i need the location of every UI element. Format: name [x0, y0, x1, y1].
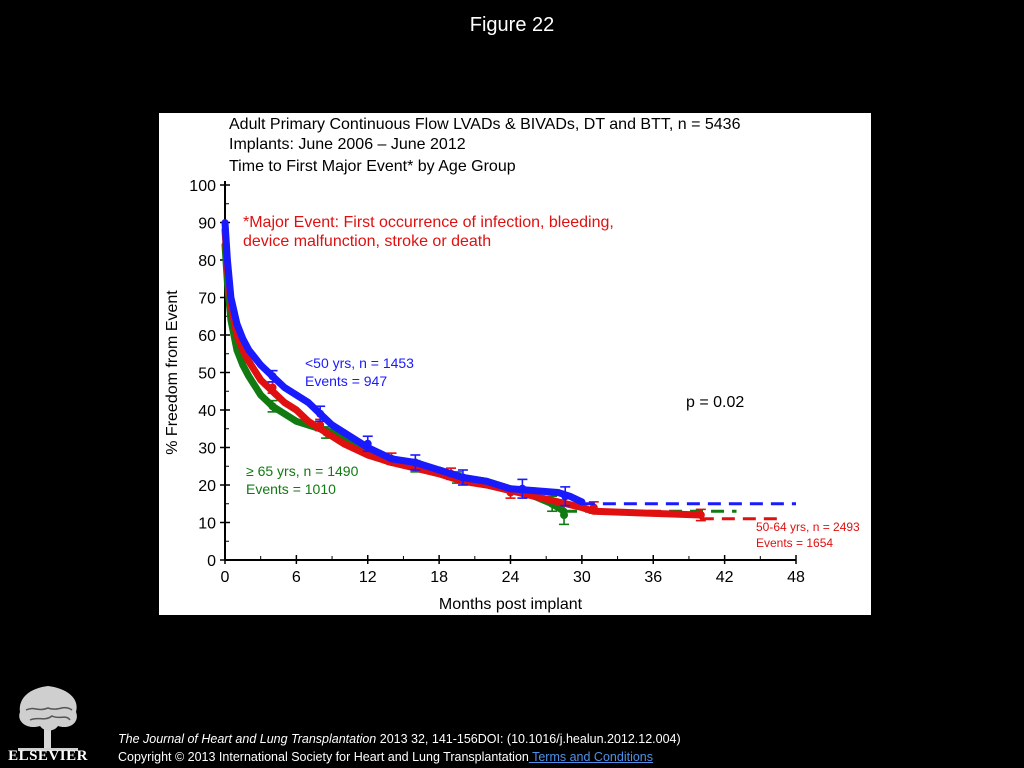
- data-point: [530, 487, 538, 495]
- y-tick-label: 70: [198, 291, 216, 308]
- data-point: [340, 429, 348, 436]
- x-tick-label: 42: [716, 569, 734, 586]
- y-tick-label: 10: [198, 516, 216, 533]
- series-label: Events = 1654: [756, 536, 833, 550]
- x-tick-label: 6: [292, 569, 301, 586]
- series-label: Events = 1010: [246, 481, 336, 497]
- x-tick-label: 48: [787, 569, 805, 586]
- data-point: [245, 372, 253, 380]
- y-tick-label: 40: [198, 403, 216, 420]
- data-point: [245, 346, 253, 354]
- error-bar-marker: [268, 402, 277, 411]
- error-bar-marker: [316, 421, 325, 429]
- journal-name: The Journal of Heart and Lung Transplant…: [118, 732, 377, 746]
- y-tick-label: 80: [198, 253, 216, 270]
- data-point: [257, 376, 265, 384]
- chart-footnote: *Major Event: First occurrence of infect…: [243, 214, 614, 250]
- footnote-line: device malfunction, stroke or death: [243, 233, 491, 250]
- figure-title: Figure 22: [469, 14, 555, 36]
- data-point: [578, 504, 586, 511]
- series-group: [221, 219, 796, 507]
- error-bar-marker: [458, 473, 467, 482]
- y-tick-label: 50: [198, 366, 216, 383]
- y-axis-label: % Freedom from Event: [164, 290, 181, 455]
- data-point: [245, 357, 253, 365]
- error-bar-marker: [560, 511, 569, 519]
- error-bar-marker: [518, 484, 527, 493]
- x-tick-label: 36: [644, 569, 662, 586]
- data-point: [257, 391, 265, 399]
- data-point: [281, 410, 288, 418]
- data-point: [483, 477, 491, 485]
- data-point: [292, 417, 300, 425]
- data-point: [239, 361, 247, 369]
- y-tick-label: 0: [207, 553, 216, 570]
- citation-line: The Journal of Heart and Lung Transplant…: [118, 730, 681, 748]
- chart-title: Adult Primary Continuous Flow LVADs & BI…: [229, 116, 741, 175]
- data-point: [257, 361, 265, 369]
- error-bar-marker: [268, 372, 277, 381]
- series-label: <50 yrs, n = 1453: [305, 355, 414, 371]
- x-tick-label: 0: [221, 569, 230, 586]
- x-tick-label: 18: [430, 569, 448, 586]
- data-point: [554, 498, 562, 506]
- y-tick-label: 100: [189, 178, 216, 195]
- data-point: [292, 406, 300, 414]
- series-layer: [221, 219, 796, 526]
- terms-and-conditions-link[interactable]: Terms and Conditions: [528, 750, 653, 764]
- footer: The Journal of Heart and Lung Transplant…: [118, 730, 681, 766]
- series-label: ≥ 65 yrs, n = 1490: [246, 463, 359, 479]
- data-point: [328, 432, 336, 440]
- elsevier-tree-logo-icon: [8, 682, 88, 766]
- p-value: p = 0.02: [686, 394, 744, 411]
- copyright-line: Copyright © 2013 International Society f…: [118, 748, 681, 766]
- data-point: [233, 320, 241, 328]
- citation-details: 2013 32, 141-156DOI: (10.1016/j.healun.2…: [376, 732, 681, 746]
- error-bar-marker: [316, 409, 325, 418]
- error-bar-marker: [589, 503, 598, 512]
- x-tick-label: 12: [359, 569, 377, 586]
- series-label: Events = 947: [305, 373, 387, 389]
- error-bar-marker: [696, 511, 705, 519]
- data-point: [435, 466, 443, 474]
- series-label: 50-64 yrs, n = 2493: [756, 520, 860, 534]
- data-point: [239, 335, 247, 343]
- data-point: [364, 451, 372, 459]
- data-point: [328, 421, 336, 429]
- data-point: [388, 455, 395, 463]
- y-tick-label: 60: [198, 328, 216, 345]
- data-point: [340, 440, 348, 448]
- x-axis-label: Months post implant: [439, 596, 583, 613]
- elsevier-wordmark: ELSEVIER: [8, 748, 88, 764]
- data-point: [281, 384, 288, 391]
- error-bar-marker: [411, 458, 420, 467]
- chart-title-line: Implants: June 2006 – June 2012: [229, 136, 466, 153]
- y-tick-label: 90: [198, 216, 216, 233]
- data-point: [281, 399, 288, 406]
- chart-title-line: Adult Primary Continuous Flow LVADs & BI…: [229, 116, 741, 133]
- data-point: [304, 399, 312, 406]
- y-tick-label: 30: [198, 441, 216, 458]
- series-labels: <50 yrs, n = 1453 Events = 947 50-64 yrs, …: [246, 355, 860, 550]
- data-point: [554, 489, 562, 496]
- series-group: [221, 226, 785, 522]
- axes: 0 10 20 30 40 50 60 70 80 90 100 0 6 12 18 24 30 36 42 48: [189, 178, 805, 586]
- footnote-line: *Major Event: First occurrence of infect…: [243, 214, 614, 231]
- error-bar-marker: [363, 439, 372, 448]
- survival-chart: Adult Primary Continuous Flow LVADs & BI…: [164, 116, 860, 613]
- data-point: [530, 492, 538, 500]
- x-tick-label: 30: [573, 569, 591, 586]
- chart-title-line: Time to First Major Event* by Age Group: [229, 158, 516, 175]
- data-point: [292, 391, 300, 399]
- chart-panel: Adult Primary Continuous Flow LVADs & BI…: [159, 113, 871, 615]
- data-point: [507, 485, 514, 493]
- error-bar-marker: [268, 383, 277, 392]
- data-point: [304, 417, 312, 425]
- y-tick-label: 20: [198, 478, 216, 495]
- copyright-text: Copyright © 2013 International Society f…: [118, 750, 529, 764]
- error-bar-marker: [561, 492, 570, 501]
- x-tick-label: 24: [502, 569, 520, 586]
